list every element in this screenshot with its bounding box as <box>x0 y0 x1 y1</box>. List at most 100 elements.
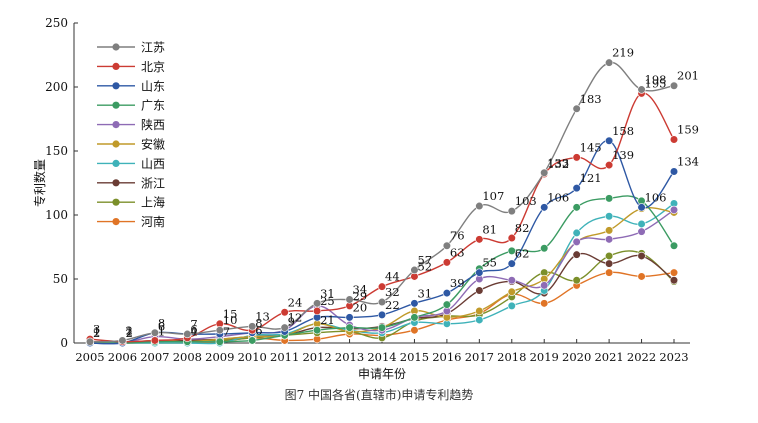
series-point-0-2018 <box>507 207 516 216</box>
series-point-3-2016 <box>442 300 451 309</box>
legend-label-0: 江苏 <box>141 41 165 55</box>
x-tick-label: 2014 <box>367 350 396 364</box>
x-tick-label: 2020 <box>562 350 591 364</box>
x-tick-label: 2016 <box>432 350 461 364</box>
series-point-3-2010 <box>248 336 257 345</box>
data-label: 6 <box>158 320 165 334</box>
series-point-9-2022 <box>637 272 646 281</box>
series-point-0-2017 <box>475 201 484 211</box>
data-label: 44 <box>385 270 400 284</box>
series-point-7-2021 <box>605 259 614 268</box>
x-tick-label: 2009 <box>205 350 234 364</box>
data-label: 31 <box>320 286 335 300</box>
data-label: 195 <box>645 76 667 90</box>
y-tick-label: 50 <box>53 272 68 286</box>
legend-marker-4 <box>112 121 120 129</box>
x-tick-label: 2018 <box>497 350 526 364</box>
series-point-0-2023 <box>669 81 679 90</box>
series-point-3-2012 <box>313 326 322 335</box>
series-point-2-2018 <box>507 259 516 268</box>
y-tick-label: 200 <box>45 80 68 94</box>
series-point-9-2021 <box>605 268 614 277</box>
x-tick-label: 2005 <box>75 350 104 364</box>
x-tick-label: 2023 <box>659 350 688 364</box>
legend-label-6: 山西 <box>141 157 165 171</box>
data-label: 139 <box>612 148 634 162</box>
legend-label-2: 山东 <box>141 79 165 93</box>
series-point-9-2023 <box>669 268 679 277</box>
series-point-0-2016 <box>442 241 451 250</box>
series-point-9-2019 <box>540 299 549 308</box>
series-point-4-2019 <box>540 281 549 290</box>
y-tick-label: 100 <box>45 208 68 222</box>
data-label: 34 <box>353 282 368 296</box>
series-point-6-2021 <box>605 212 614 221</box>
data-label: 63 <box>450 245 465 259</box>
series-point-1-2011 <box>280 308 289 317</box>
x-axis-title: 申请年份 <box>358 367 406 381</box>
series-point-0-2021 <box>605 58 614 67</box>
data-label: 62 <box>515 247 530 261</box>
data-label: 1 <box>158 325 165 339</box>
series-point-6-2022 <box>637 219 646 229</box>
series-point-3-2023 <box>669 241 679 250</box>
series-point-9-2015 <box>410 326 419 335</box>
legend-label-5: 安徽 <box>141 137 165 152</box>
series-point-3-2013 <box>345 323 354 332</box>
data-label: 21 <box>320 313 335 327</box>
data-label: 134 <box>677 154 699 168</box>
legend-marker-9 <box>112 218 120 226</box>
x-tick-label: 2017 <box>465 350 494 364</box>
series-point-2-2022 <box>637 203 646 212</box>
data-label: 2 <box>125 323 132 337</box>
y-axis-title: 专利数量 <box>32 159 47 207</box>
series-point-2-2015 <box>410 299 419 308</box>
x-tick-label: 2010 <box>238 350 267 364</box>
data-label: 107 <box>482 189 504 203</box>
data-label: 8 <box>255 316 262 330</box>
series-point-0-2013 <box>345 295 354 304</box>
data-label: 201 <box>677 69 699 83</box>
data-label: 183 <box>580 92 602 106</box>
data-label: 22 <box>385 298 400 312</box>
x-tick-label: 2019 <box>530 350 559 364</box>
series-point-3-2019 <box>540 244 549 253</box>
data-label: 7 <box>223 325 230 339</box>
data-label: 13 <box>255 309 270 323</box>
data-label: 158 <box>612 124 634 138</box>
series-point-3-2014 <box>377 323 387 332</box>
data-label: 81 <box>482 222 497 236</box>
series-point-6-2020 <box>572 228 581 238</box>
series-point-3-2020 <box>572 203 581 212</box>
data-label: 133 <box>547 156 569 170</box>
series-point-0-2010 <box>248 322 257 331</box>
data-label: 10 <box>223 313 238 327</box>
series-point-2-2014 <box>377 310 387 319</box>
series-point-2-2023 <box>669 167 679 176</box>
data-label: 145 <box>580 140 602 154</box>
y-tick-label: 0 <box>60 336 68 350</box>
series-point-5-2018 <box>507 287 516 296</box>
legend-marker-3 <box>112 101 120 109</box>
series-point-6-2017 <box>475 315 484 325</box>
series-point-2-2019 <box>540 203 549 212</box>
figure-caption: 图7 中国各省(直辖市)申请专利趋势 <box>284 388 474 402</box>
x-tick-label: 2021 <box>594 350 623 364</box>
series-point-1-2020 <box>572 153 581 162</box>
series-point-0-2020 <box>572 104 581 113</box>
legend-marker-8 <box>112 198 120 206</box>
data-label: 3 <box>93 322 100 336</box>
data-label: 219 <box>612 46 634 60</box>
data-label: 2 <box>93 326 100 340</box>
x-tick-label: 2022 <box>627 350 656 364</box>
series-point-4-2018 <box>507 276 516 285</box>
data-label: 29 <box>353 289 368 303</box>
data-label: 6 <box>255 323 262 337</box>
legend-label-1: 北京 <box>141 60 165 74</box>
series-point-0-2005 <box>85 337 95 346</box>
data-label: 31 <box>417 286 432 300</box>
legend-label-3: 广东 <box>141 99 165 113</box>
legend-marker-0 <box>112 43 120 51</box>
legend-marker-7 <box>112 179 120 187</box>
